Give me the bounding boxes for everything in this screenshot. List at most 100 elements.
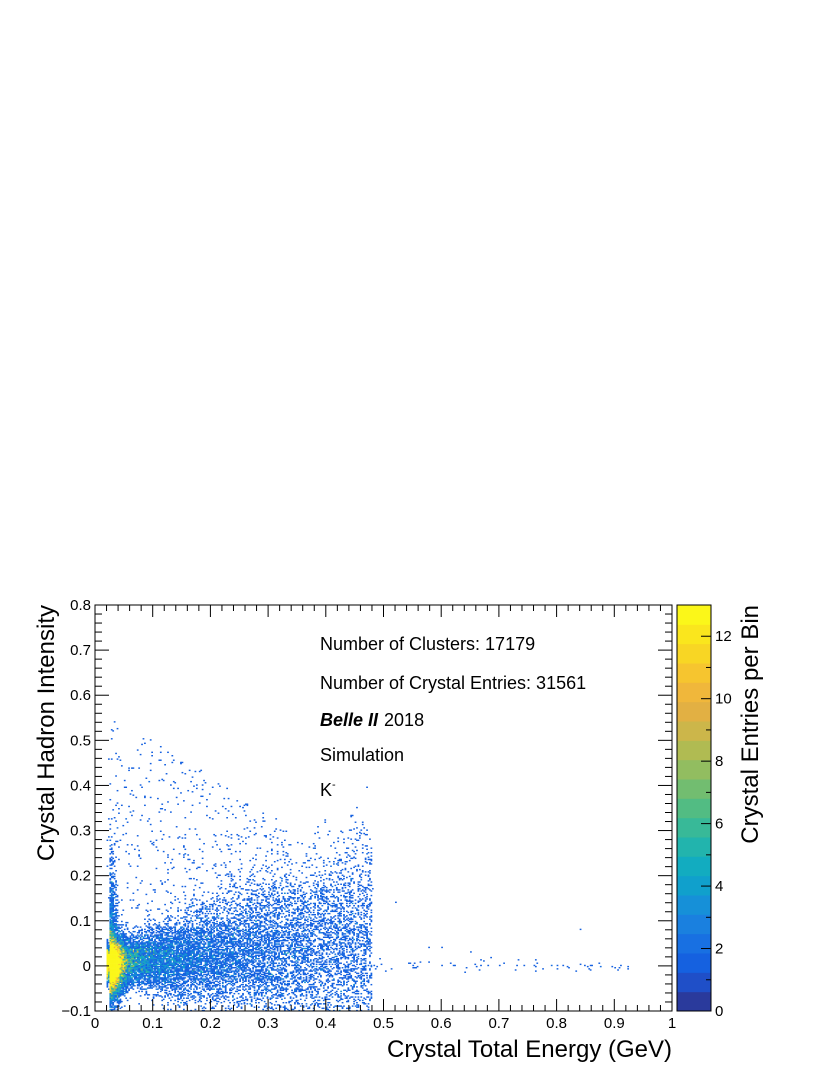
heatmap-cell	[116, 963, 119, 966]
heatmap-cell	[157, 934, 159, 936]
heatmap-cell	[136, 967, 139, 969]
heatmap-cell	[118, 946, 120, 949]
heatmap-cell	[181, 934, 184, 936]
heatmap-cell	[213, 923, 216, 925]
heatmap-cell	[201, 969, 204, 971]
heatmap-cell	[344, 861, 347, 863]
heatmap-cell	[347, 935, 350, 937]
heatmap-cell	[302, 906, 305, 908]
heatmap-cell	[193, 904, 195, 907]
heatmap-cell	[253, 983, 256, 986]
heatmap-cell	[174, 985, 177, 987]
heatmap-cell	[307, 988, 309, 990]
heatmap-cell	[229, 971, 231, 973]
heatmap-cell	[141, 938, 143, 941]
heatmap-cell	[211, 961, 214, 963]
heatmap-cell	[360, 918, 363, 920]
heatmap-cell	[236, 954, 239, 957]
heatmap-cell	[178, 985, 181, 987]
heatmap-cell	[170, 930, 172, 933]
heatmap-cell	[259, 907, 262, 909]
heatmap-cell	[144, 968, 146, 970]
heatmap-cell	[107, 951, 110, 953]
heatmap-cell	[193, 997, 195, 999]
heatmap-cell	[145, 956, 148, 959]
heatmap-cell	[195, 972, 198, 975]
heatmap-cell	[249, 935, 252, 937]
heatmap-cell	[125, 977, 128, 979]
heatmap-cell	[178, 936, 181, 938]
heatmap-cell	[115, 982, 117, 985]
heatmap-cell	[181, 917, 184, 919]
heatmap-cell	[180, 995, 182, 997]
heatmap-cell	[107, 979, 110, 981]
heatmap-cell	[158, 947, 161, 950]
heatmap-cell	[236, 886, 239, 889]
heatmap-cell	[178, 943, 181, 945]
heatmap-cell	[142, 980, 145, 982]
heatmap-cell	[175, 971, 178, 973]
heatmap-cell	[138, 951, 141, 953]
heatmap-cell	[237, 974, 240, 977]
heatmap-cell	[164, 965, 166, 968]
heatmap-cell	[144, 935, 146, 937]
heatmap-cell	[142, 963, 145, 966]
heatmap-cell	[122, 957, 125, 960]
heatmap-cell	[168, 937, 171, 940]
heatmap-cell	[131, 980, 133, 982]
heatmap-cell	[220, 925, 223, 927]
heatmap-cell	[155, 961, 158, 963]
heatmap-cell	[286, 974, 289, 977]
heatmap-cell	[177, 1000, 179, 1003]
heatmap-cell	[259, 961, 262, 963]
heatmap-cell	[242, 917, 244, 919]
heatmap-cell	[172, 961, 175, 963]
heatmap-cell	[204, 919, 207, 922]
heatmap-cell	[317, 928, 319, 931]
heatmap-cell	[206, 919, 208, 922]
heatmap-cell	[279, 979, 282, 981]
heatmap-cell	[182, 960, 185, 962]
heatmap-cell	[165, 927, 168, 929]
heatmap-cell	[154, 985, 156, 987]
heatmap-cell	[245, 923, 247, 925]
heatmap-cell	[358, 884, 361, 887]
heatmap-cell	[309, 976, 312, 978]
heatmap-cell	[258, 978, 260, 980]
heatmap-cell	[174, 926, 177, 928]
heatmap-cell	[324, 926, 327, 928]
heatmap-cell	[285, 961, 288, 963]
heatmap-cell	[263, 907, 266, 909]
heatmap-cell	[145, 947, 148, 950]
heatmap-cell	[347, 932, 350, 934]
heatmap-cell	[177, 994, 179, 996]
heatmap-cell	[358, 893, 361, 896]
heatmap-cell	[334, 847, 337, 849]
heatmap-cell	[331, 917, 334, 919]
heatmap-cell	[194, 963, 197, 966]
heatmap-cell	[185, 964, 188, 967]
heatmap-cell	[174, 990, 177, 993]
heatmap-cell	[109, 946, 112, 949]
heatmap-cell	[348, 937, 351, 940]
heatmap-cell	[181, 969, 184, 971]
heatmap-cell	[268, 970, 270, 972]
heatmap-cell	[243, 955, 246, 958]
heatmap-cell	[118, 951, 120, 953]
heatmap-cell	[170, 954, 172, 957]
heatmap-cell	[141, 986, 143, 988]
heatmap-cell	[243, 944, 246, 946]
heatmap-cell	[322, 962, 325, 964]
heatmap-cell	[154, 959, 156, 961]
heatmap-cell	[266, 1007, 269, 1010]
heatmap-cell	[221, 941, 224, 943]
heatmap-cell	[249, 988, 252, 990]
heatmap-cell	[252, 927, 254, 929]
heatmap-cell	[250, 868, 253, 871]
heatmap-cell	[168, 964, 171, 967]
heatmap-cell	[193, 946, 195, 949]
heatmap-cell	[239, 996, 241, 998]
heatmap-cell	[195, 926, 198, 928]
heatmap-cell	[180, 944, 182, 946]
heatmap-cell	[279, 876, 282, 879]
